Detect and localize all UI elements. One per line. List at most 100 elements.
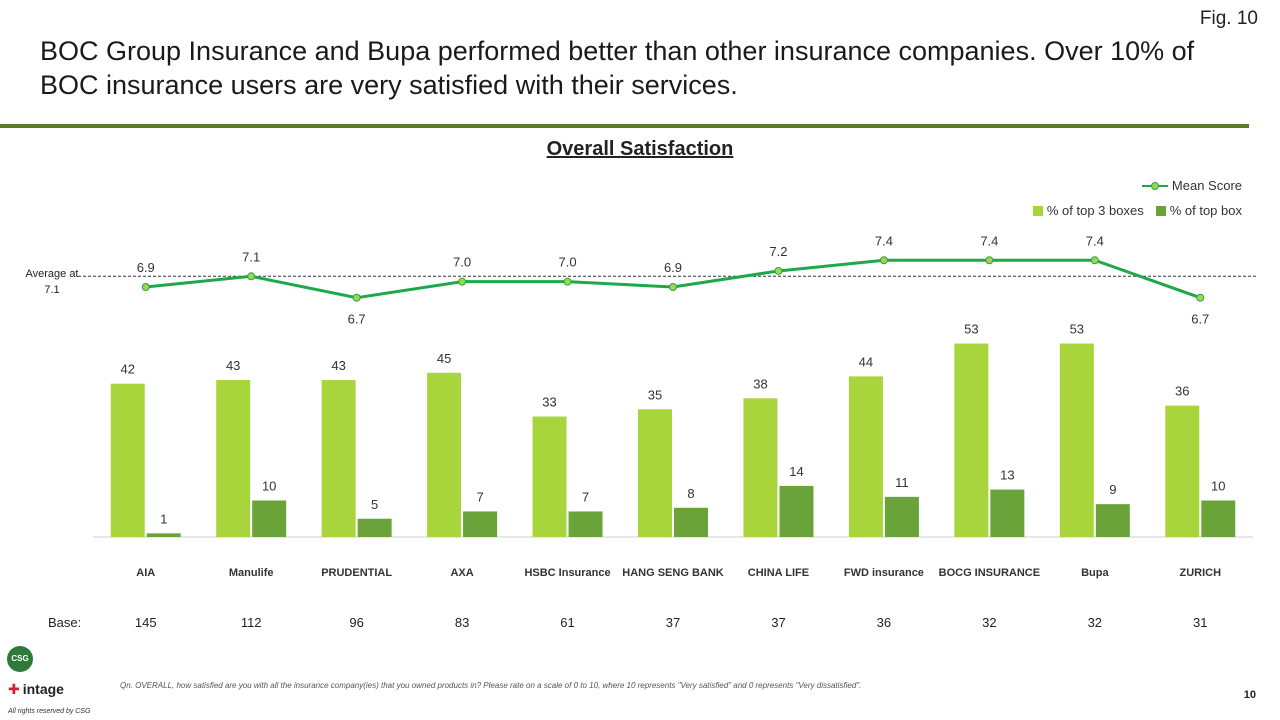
bar-top3 — [427, 372, 462, 537]
bar-topbox — [884, 496, 919, 537]
base-label: Base: — [48, 615, 82, 630]
category-label: BOCG INSURANCE — [939, 567, 1040, 579]
legend-swatch-topbox — [1155, 205, 1166, 216]
base-value: 37 — [666, 615, 680, 630]
mean-label: 6.9 — [137, 260, 155, 275]
data-label-top3: 42 — [120, 362, 134, 377]
chart-title: Overall Satisfaction — [546, 138, 734, 160]
mean-label: 7.0 — [453, 255, 471, 270]
bar-topbox — [463, 511, 498, 537]
mean-label: 6.7 — [1191, 312, 1209, 327]
page-number: 10 — [1243, 689, 1256, 701]
data-label-topbox: 11 — [895, 475, 909, 490]
bar-topbox — [779, 485, 814, 537]
bar-topbox — [568, 511, 603, 537]
bar-topbox — [252, 500, 287, 537]
data-label-top3: 36 — [1175, 384, 1189, 399]
base-value: 32 — [1088, 615, 1102, 630]
category-label: CHINA LIFE — [748, 567, 809, 579]
mean-label: 7.4 — [875, 233, 893, 248]
mean-point — [1090, 256, 1099, 265]
base-value: 96 — [349, 615, 363, 630]
data-label-topbox: 10 — [1211, 479, 1225, 494]
intage-logo: ✚ intage — [8, 681, 64, 697]
bar-top3 — [110, 383, 145, 537]
base-value: 61 — [560, 615, 574, 630]
bar-top3 — [848, 376, 883, 537]
data-label-topbox: 10 — [262, 479, 276, 494]
mean-point — [458, 277, 467, 286]
base-value: 145 — [135, 615, 157, 630]
category-label: AXA — [450, 567, 473, 579]
mean-point — [879, 256, 888, 265]
mean-label: 7.2 — [769, 244, 787, 259]
legend-swatch-top3 — [1032, 205, 1043, 216]
page-title: BOC Group Insurance and Bupa performed b… — [40, 36, 1195, 100]
csg-logo: CSG — [7, 646, 33, 672]
base-value: 32 — [982, 615, 996, 630]
legend-label-mean: Mean Score — [1171, 178, 1242, 193]
data-label-topbox: 1 — [160, 511, 167, 526]
mean-point — [141, 283, 150, 291]
mean-point — [985, 256, 994, 265]
mean-point — [563, 277, 572, 286]
legend-label-top3: % of top 3 boxes — [1046, 203, 1144, 218]
mean-point — [352, 293, 361, 302]
data-label-topbox: 14 — [789, 464, 803, 479]
base-value: 112 — [241, 615, 262, 630]
mean-label: 6.7 — [348, 312, 366, 327]
rights-notice: All rights reserved by CSG — [8, 708, 91, 715]
data-label-topbox: 13 — [1000, 468, 1014, 483]
bar-top3 — [532, 416, 567, 537]
bar-top3 — [1165, 405, 1200, 537]
bar-top3 — [1059, 343, 1094, 537]
bar-topbox — [146, 533, 181, 537]
data-label-top3: 44 — [859, 354, 873, 369]
mean-point — [774, 266, 783, 275]
mean-label: 7.4 — [980, 233, 998, 248]
bar-top3 — [638, 409, 672, 537]
data-label-top3: 33 — [542, 395, 556, 410]
data-label-topbox: 7 — [582, 489, 589, 504]
data-label-top3: 53 — [1070, 322, 1084, 337]
base-value: 36 — [877, 615, 891, 630]
average-label: Average at 7.1 — [25, 268, 79, 296]
intage-mark-icon: ✚ — [8, 681, 20, 697]
mean-point — [1196, 293, 1205, 302]
data-label-top3: 53 — [964, 322, 978, 337]
category-label: ZURICH — [1179, 567, 1221, 579]
bar-topbox — [990, 489, 1025, 537]
bar-top3 — [216, 380, 251, 537]
base-value: 83 — [455, 615, 469, 630]
mean-label: 7.0 — [559, 255, 577, 270]
data-label-top3: 35 — [648, 387, 662, 402]
bar-top3 — [321, 380, 356, 537]
bar-topbox — [1201, 500, 1236, 537]
data-label-top3: 43 — [226, 358, 240, 373]
data-label-topbox: 5 — [371, 497, 378, 512]
base-value: 31 — [1193, 615, 1207, 630]
data-label-topbox: 8 — [687, 486, 694, 501]
category-label: PRUDENTIAL — [321, 567, 392, 579]
category-label: Bupa — [1081, 567, 1109, 579]
data-label-top3: 43 — [331, 358, 345, 373]
category-label: FWD insurance — [844, 567, 924, 579]
mean-point — [247, 272, 256, 281]
category-label: HANG SENG BANK — [622, 567, 724, 579]
category-label: AIA — [136, 567, 155, 579]
data-label-top3: 45 — [437, 351, 451, 366]
category-label: HSBC Insurance — [524, 567, 610, 579]
bar-top3 — [743, 398, 778, 537]
bar-topbox — [1095, 504, 1130, 537]
figure-label: Fig. 10 — [1199, 8, 1258, 29]
data-label-top3: 38 — [753, 376, 767, 391]
data-label-topbox: 7 — [476, 489, 483, 504]
footnote: Qn. OVERALL, how satisfied are you with … — [120, 681, 862, 690]
mean-label: 6.9 — [664, 260, 682, 275]
mean-point — [669, 283, 677, 291]
data-label-topbox: 9 — [1109, 482, 1116, 497]
legend-label-topbox: % of top box — [1169, 203, 1242, 218]
legend-mean: Mean Score — [1141, 178, 1242, 193]
title-divider — [0, 124, 1249, 128]
